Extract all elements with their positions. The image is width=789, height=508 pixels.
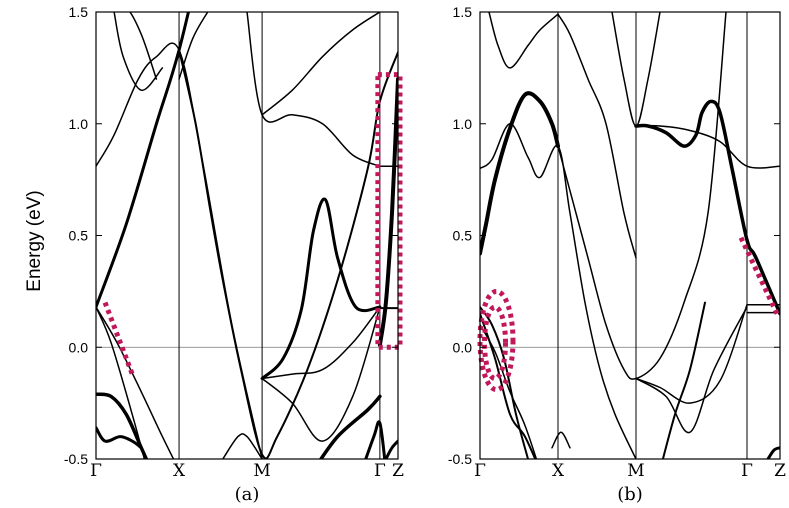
- highlight-ellipse: [482, 304, 508, 382]
- kpoint-label: M: [627, 461, 644, 481]
- panel-b: -0.5 0.0 0.5 1.0 1.5 Γ X M Γ Z (b): [448, 4, 786, 505]
- band-line: [634, 99, 780, 316]
- band-line: [488, 12, 559, 69]
- y-tick-label: 0.0: [453, 339, 473, 355]
- band-line: [96, 306, 175, 459]
- band-line: [384, 439, 398, 459]
- band-line: [261, 306, 381, 442]
- y-tick-label: -0.5: [448, 451, 472, 467]
- band-line: [557, 13, 637, 259]
- y-tick-label: 1.0: [69, 116, 89, 132]
- y-tick-label: 1.5: [69, 4, 89, 20]
- band-line: [178, 12, 209, 80]
- y-tick-label: 0.0: [69, 339, 89, 355]
- kpoint-label: X: [552, 461, 565, 481]
- kpoint-label: Γ: [474, 461, 486, 481]
- band-line: [261, 12, 381, 116]
- bands-group: [480, 12, 780, 459]
- band-line: [113, 12, 164, 91]
- band-line: [261, 306, 381, 380]
- band-line: [318, 394, 382, 459]
- band-line: [557, 12, 727, 380]
- band-line: [364, 420, 387, 459]
- band-line: [766, 446, 780, 459]
- kpoint-label: Z: [392, 461, 404, 481]
- highlight-stripe: [738, 236, 780, 315]
- band-line: [635, 306, 748, 434]
- y-tick-label: 0.5: [453, 228, 473, 244]
- band-line: [96, 426, 143, 450]
- band-line: [246, 12, 381, 167]
- band-line: [96, 12, 190, 309]
- band-line: [260, 197, 382, 380]
- band-line: [611, 12, 661, 127]
- band-line: [551, 431, 571, 449]
- band-line: [480, 91, 560, 256]
- kpoint-label: Z: [774, 461, 786, 481]
- band-line: [222, 433, 263, 459]
- kpoint-label: Γ: [741, 461, 753, 481]
- band-line: [635, 304, 748, 404]
- highlight-box: [375, 72, 403, 350]
- kpoint-label: Γ: [374, 461, 386, 481]
- kpoint-label: M: [253, 461, 270, 481]
- band-line: [661, 301, 706, 459]
- band-line: [113, 12, 158, 80]
- band-line: [178, 49, 398, 459]
- y-tick-label: 1.5: [453, 4, 473, 20]
- panel-label: (a): [235, 484, 260, 505]
- band-line: [635, 124, 780, 169]
- y-tick-label: -0.5: [64, 451, 88, 467]
- panel-a: -0.50.00.51.01.5Γ X M Γ Z(a): [64, 4, 404, 505]
- y-tick-label: 1.0: [453, 116, 473, 132]
- kpoint-label: Γ: [90, 461, 102, 481]
- y-axis-title: Energy (eV): [24, 190, 45, 291]
- panel-label: (b): [617, 484, 643, 505]
- y-tick-label: 0.5: [69, 228, 89, 244]
- band-line: [377, 77, 398, 347]
- bands-group: [96, 12, 398, 459]
- highlight-ellipse: [477, 288, 516, 393]
- band-line: [480, 324, 538, 459]
- kpoint-label: X: [173, 461, 186, 481]
